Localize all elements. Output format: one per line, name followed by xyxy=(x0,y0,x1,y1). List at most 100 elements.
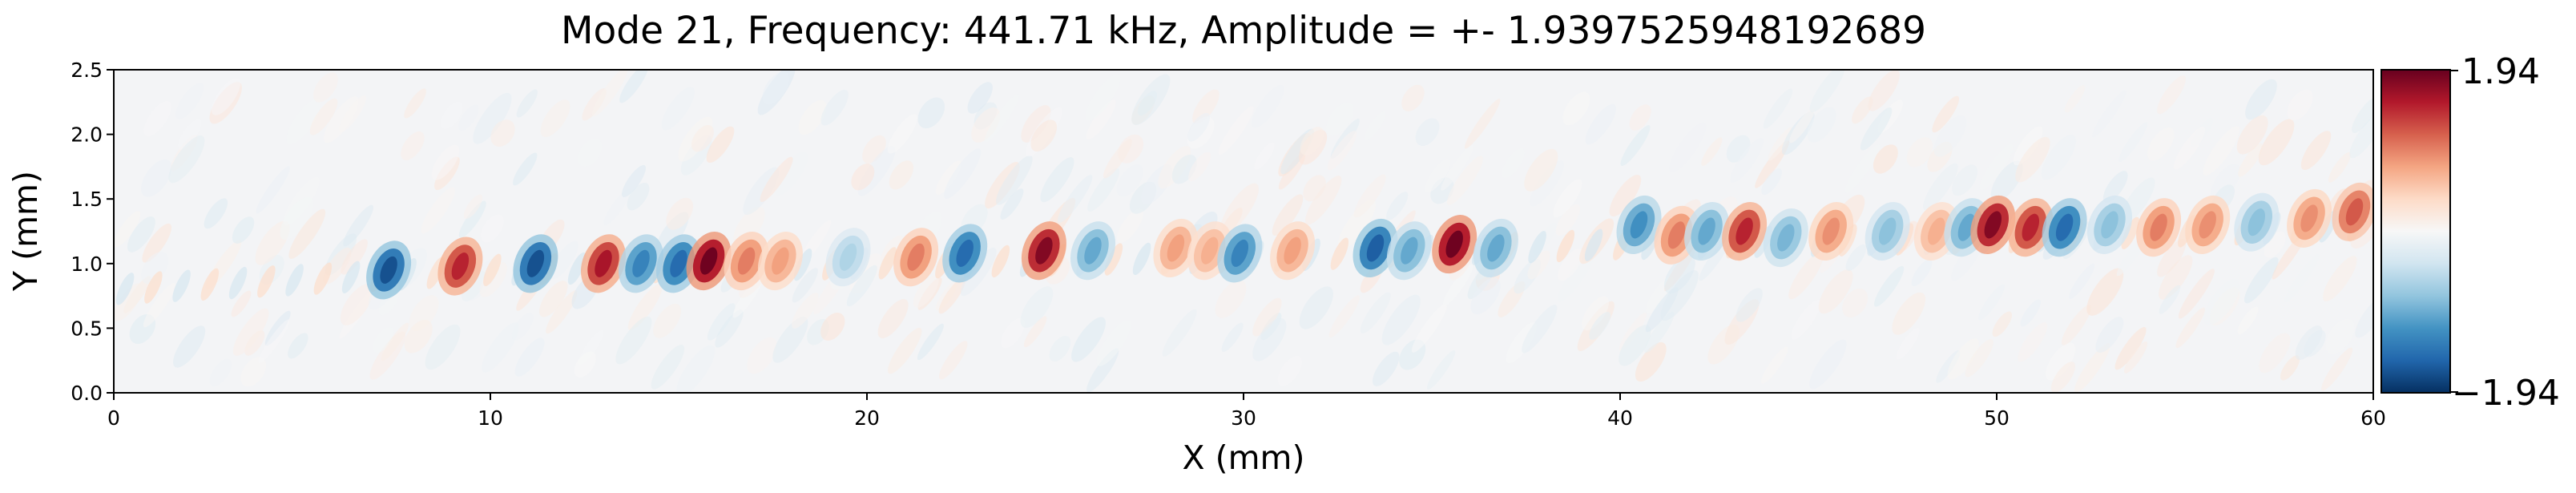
noise-streak xyxy=(473,92,512,144)
noise-streak xyxy=(1669,122,1707,172)
noise-streak xyxy=(1768,127,1792,161)
noise-streak xyxy=(373,327,394,354)
noise-streak xyxy=(463,194,483,219)
noise-streak xyxy=(2259,333,2291,374)
noise-streak xyxy=(707,303,736,341)
mode-blob xyxy=(825,228,871,287)
y-tick-label: 1.0 xyxy=(71,253,103,276)
band-streak xyxy=(2121,216,2140,249)
band-streak xyxy=(567,252,587,285)
y-axis: 0.0 0.5 1.0 1.5 2.0 2.5 xyxy=(71,59,114,405)
noise-streak xyxy=(2159,285,2181,314)
noise-streak xyxy=(846,265,877,307)
noise-streak xyxy=(341,239,368,275)
noise-streak xyxy=(458,104,479,131)
noise-streak xyxy=(1763,88,1793,129)
band-streak xyxy=(1132,242,1151,276)
noise-streak xyxy=(1809,70,1845,113)
noise-streak xyxy=(2264,231,2286,258)
noise-streak xyxy=(2203,126,2240,176)
noise-streak xyxy=(1760,346,1788,384)
noise-streak xyxy=(1277,355,1303,386)
noise-streak xyxy=(286,99,321,145)
mode-blob xyxy=(2042,198,2087,257)
noise-streak xyxy=(2020,299,2042,327)
noise-streak xyxy=(339,95,367,133)
noise-streak xyxy=(1644,311,1675,353)
mode-blob xyxy=(2332,182,2373,241)
noise-streak xyxy=(2178,269,2215,319)
noise-streak xyxy=(917,97,945,129)
noise-streak xyxy=(1992,311,2013,337)
noise-streak xyxy=(1892,292,1926,335)
noise-streak xyxy=(401,131,425,160)
noise-streak xyxy=(1215,280,1247,318)
noise-streak xyxy=(409,295,439,331)
mode-blob xyxy=(1217,224,1263,283)
noise-streak xyxy=(1162,309,1197,357)
noise-streak xyxy=(792,268,818,303)
noise-streak xyxy=(2114,326,2147,370)
noise-streak xyxy=(2349,112,2373,159)
noise-streak xyxy=(2203,279,2240,325)
noise-streak xyxy=(2238,143,2263,177)
noise-streak xyxy=(578,138,603,167)
band-streak xyxy=(313,262,333,295)
noise-streak xyxy=(1558,251,1594,302)
noise-streak xyxy=(288,333,308,359)
noise-streak xyxy=(2015,136,2050,183)
noise-streak xyxy=(1300,127,1324,156)
noise-streak xyxy=(1360,292,1391,333)
noise-streak xyxy=(1818,269,1853,314)
noise-streak xyxy=(1218,106,1254,156)
noise-streak xyxy=(1845,244,1867,271)
noise-streak xyxy=(240,357,267,387)
noise-streak xyxy=(1001,317,1025,349)
noise-streak xyxy=(2123,341,2148,374)
noise-streak xyxy=(666,197,694,230)
noise-streak xyxy=(479,262,507,297)
noise-streak xyxy=(996,155,1033,205)
x-axis-label: X (mm) xyxy=(1183,438,1305,477)
noise-streak xyxy=(1844,144,1881,193)
noise-streak xyxy=(2046,342,2076,381)
noise-streak xyxy=(1446,156,1483,205)
noise-streak xyxy=(2175,307,2205,349)
noise-streak xyxy=(540,99,570,138)
mode-blob xyxy=(757,232,803,291)
noise-streak xyxy=(1755,139,1790,188)
noise-streak xyxy=(168,135,205,184)
noise-streak xyxy=(2157,238,2187,277)
band-streak xyxy=(991,244,1010,278)
y-tick-label: 2.0 xyxy=(71,123,103,147)
noise-streak xyxy=(917,323,944,361)
noise-streak xyxy=(2095,317,2124,353)
noise-streak xyxy=(256,166,290,214)
noise-streak xyxy=(490,119,515,147)
noise-streak xyxy=(1923,163,1958,211)
noise-streak xyxy=(798,99,827,135)
noise-streak xyxy=(1978,284,2005,321)
noise-streak xyxy=(1326,102,1354,136)
colorbar-min-label: −1.94 xyxy=(2452,373,2560,414)
mode-blob xyxy=(942,224,988,283)
mode-blob xyxy=(1432,215,1477,274)
mode-blob xyxy=(2087,195,2132,254)
y-tick-label: 2.5 xyxy=(71,59,103,82)
noise-streak xyxy=(1874,265,1905,307)
noise-streak xyxy=(1020,286,1054,328)
noise-streak xyxy=(1660,270,1699,321)
noise-streak xyxy=(1807,107,1836,143)
noise-streak xyxy=(2325,318,2355,354)
band-streak xyxy=(285,264,304,297)
noise-streak xyxy=(1252,84,1284,128)
noise-streak xyxy=(114,283,143,321)
noise-streak xyxy=(114,211,141,248)
noise-streak xyxy=(1990,160,2023,202)
y-tick-label: 0.5 xyxy=(71,317,103,340)
noise-streak xyxy=(2069,263,2095,300)
noise-streak xyxy=(1337,199,1377,250)
noise-streak xyxy=(1789,108,1815,143)
noise-streak xyxy=(480,214,504,243)
